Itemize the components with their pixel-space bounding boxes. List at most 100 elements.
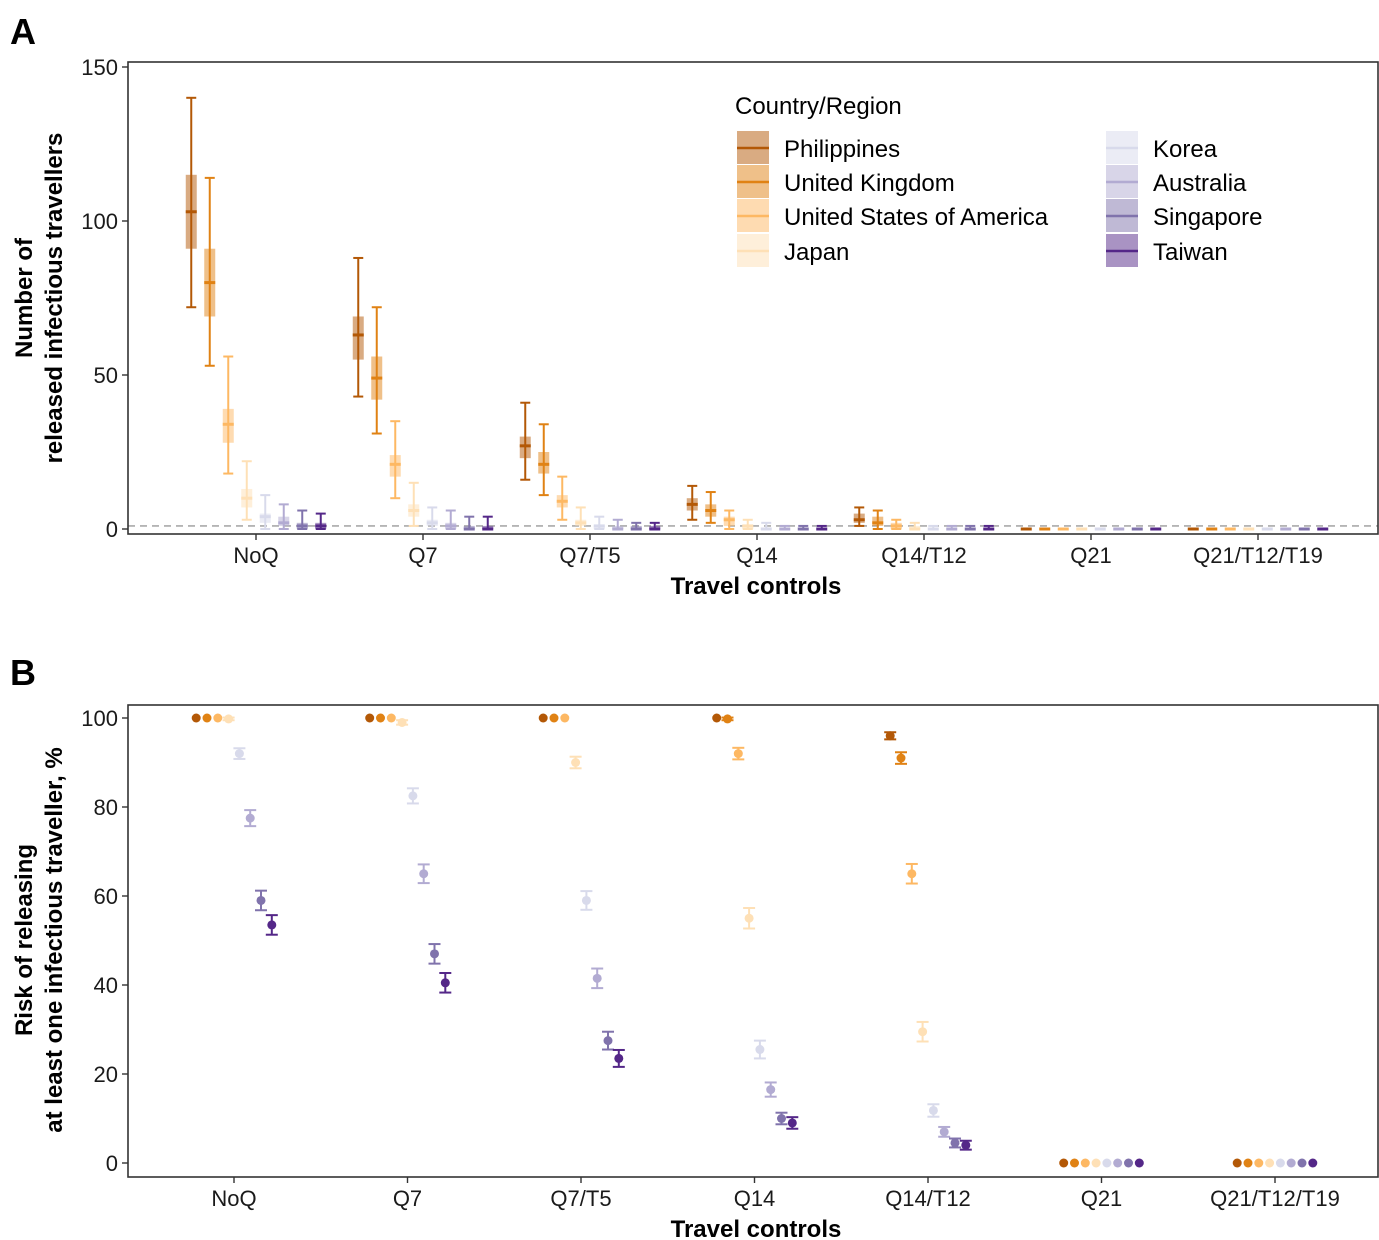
panel-b-letter: B — [10, 652, 36, 693]
point-marker — [538, 713, 548, 723]
legend-label: Australia — [1153, 170, 1247, 197]
x-tick-label: Q14/T12 — [885, 1186, 971, 1211]
point-marker — [376, 713, 385, 723]
data-point — [1102, 1158, 1112, 1168]
point-marker — [365, 713, 375, 723]
data-point — [265, 914, 278, 936]
legend-label: Japan — [784, 239, 849, 266]
x-tick-label: Q21/T12/T19 — [1193, 543, 1323, 568]
point-marker — [755, 1045, 765, 1055]
data-point — [569, 755, 582, 770]
data-point — [712, 713, 722, 723]
boxplot — [909, 521, 921, 531]
point-marker — [1254, 1158, 1264, 1168]
x-tick-label: Q14 — [736, 543, 778, 568]
panel-b-x-axis: NoQ Q7 Q7/T5 Q14 Q14/T12 Q21 Q21/T12/T19 — [211, 1177, 1340, 1211]
point-marker — [723, 714, 732, 724]
data-point — [417, 863, 430, 885]
boxplot — [445, 509, 457, 530]
point-marker — [408, 791, 418, 801]
legend: Country/Region Philippines United Kingdom… — [735, 93, 1262, 267]
data-point — [786, 1116, 799, 1130]
box-iqr — [593, 525, 605, 529]
box-iqr — [352, 316, 364, 360]
boxplot — [538, 423, 550, 497]
point-marker — [896, 753, 906, 763]
data-point — [376, 713, 385, 723]
data-point — [895, 751, 907, 765]
data-point — [927, 1103, 940, 1118]
point-marker — [1232, 1158, 1242, 1168]
boxplot — [389, 420, 401, 500]
boxplot — [222, 355, 234, 475]
data-point — [1091, 1158, 1101, 1168]
boxplot — [705, 491, 717, 524]
data-point — [439, 971, 452, 994]
point-marker — [592, 973, 602, 983]
panel-b-y-axis: 0 20 40 60 80 100 — [81, 706, 128, 1176]
legend-label: United Kingdom — [784, 170, 955, 197]
data-point — [1308, 1158, 1318, 1168]
point-marker — [907, 869, 917, 879]
data-point — [884, 731, 897, 741]
data-point — [255, 889, 267, 912]
point-marker — [939, 1127, 949, 1137]
boxplot — [204, 176, 216, 367]
data-point — [365, 713, 375, 723]
boxplot — [482, 515, 494, 531]
y-tick-label: 80 — [94, 795, 118, 820]
point-marker — [1059, 1158, 1069, 1168]
point-marker — [1070, 1158, 1079, 1168]
point-marker — [1080, 1158, 1090, 1168]
boxplot — [556, 475, 568, 521]
y-tick-label: 60 — [94, 884, 118, 909]
point-marker — [1091, 1158, 1101, 1168]
panel-a-y-axis: 0 50 100 150 — [81, 55, 128, 542]
box-iqr — [389, 455, 401, 477]
boxplot — [259, 494, 271, 530]
boxplot — [816, 524, 828, 531]
panel-b: B 0 20 40 60 80 100 NoQ Q7 Q7/T5 Q14 Q14/T12 Q21 Q2… — [10, 652, 1379, 1240]
data-point — [905, 862, 918, 885]
point-marker — [1308, 1158, 1318, 1168]
point-marker — [397, 717, 407, 727]
point-marker — [918, 1027, 928, 1037]
boxplot — [408, 481, 420, 527]
boxplot — [352, 256, 364, 398]
data-point — [764, 1081, 777, 1098]
point-marker — [430, 949, 439, 959]
point-marker — [733, 749, 743, 759]
panel-b-y-axis-title-line1: Risk of releasing — [11, 844, 38, 1036]
panel-b-plot-border — [127, 704, 1379, 1178]
boxplot — [779, 524, 791, 531]
box-iqr — [649, 525, 661, 529]
point-marker — [614, 1053, 624, 1063]
y-tick-label: 100 — [81, 706, 118, 731]
data-point — [1286, 1158, 1296, 1168]
point-marker — [603, 1036, 613, 1046]
point-marker — [581, 895, 591, 905]
data-point — [244, 809, 257, 828]
y-tick-label: 40 — [94, 973, 118, 998]
panel-a-x-axis-title: Travel controls — [671, 573, 842, 600]
boxplot — [593, 515, 605, 530]
data-point — [775, 1111, 788, 1126]
point-marker — [766, 1085, 776, 1095]
data-point — [1134, 1158, 1144, 1168]
boxplot — [612, 518, 624, 531]
box-iqr — [909, 525, 921, 529]
x-tick-label: Q21/T12/T19 — [1210, 1186, 1340, 1211]
panel-b-y-axis-title-line2: at least one infectious traveller, % — [41, 747, 68, 1132]
data-point — [743, 907, 756, 930]
data-point — [959, 1139, 972, 1151]
point-marker — [386, 713, 396, 723]
x-tick-label: Q7/T5 — [559, 543, 620, 568]
data-point — [580, 890, 593, 911]
panel-a-y-axis-title-line1: Number of — [11, 237, 38, 358]
point-marker — [885, 731, 895, 741]
data-point — [406, 787, 419, 805]
point-marker — [571, 758, 581, 767]
legend-label: Singapore — [1153, 204, 1262, 231]
point-marker — [1265, 1158, 1275, 1168]
